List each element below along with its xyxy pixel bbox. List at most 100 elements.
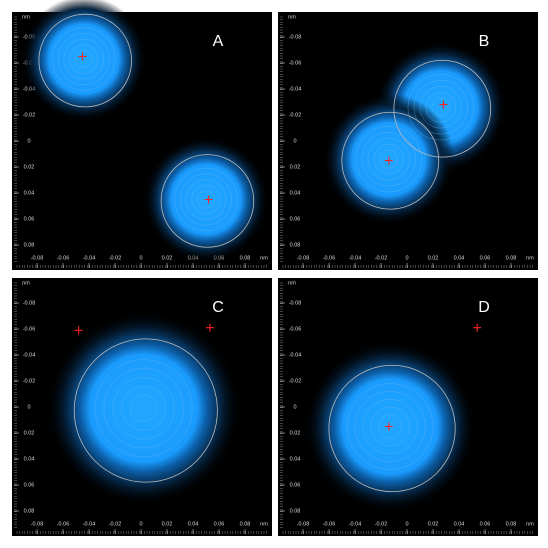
y-tick-label: -0.04 (23, 352, 36, 358)
x-tick-label: -0.08 (31, 521, 44, 527)
contour (431, 97, 451, 117)
y-tick-label: -0.08 (23, 300, 36, 306)
marker (204, 195, 213, 204)
y-tick-label: -0.08 (289, 34, 302, 40)
x-tick-label: -0.04 (349, 255, 362, 261)
contour (63, 38, 105, 80)
contour (407, 74, 474, 141)
contour (362, 398, 418, 455)
x-tick-label: -0.06 (57, 255, 70, 261)
y-tick-label: 0.02 (290, 164, 301, 170)
y-tick-label: 0 (27, 138, 30, 144)
y-tick-label: 0.02 (290, 430, 301, 436)
panel-label: C (212, 299, 224, 316)
y-unit: nm (22, 280, 30, 286)
x-unit: nm (526, 521, 534, 527)
contour (393, 59, 492, 158)
contour (197, 190, 215, 209)
y-tick-label: -0.04 (289, 352, 302, 358)
density-blob (20, 0, 147, 123)
y-tick-label: -0.02 (289, 112, 302, 118)
x-tick-label: 0.02 (162, 521, 173, 527)
contour (74, 50, 93, 68)
x-tick-label: -0.04 (83, 255, 96, 261)
contour (413, 80, 468, 135)
contour (103, 368, 184, 449)
panel: -0.08 -0.06 -0.04 -0.02 0 0.02 0.04 0.06 0.08 -0.… (278, 12, 538, 270)
x-tick-label: 0.08 (240, 521, 251, 527)
marker (473, 323, 482, 332)
y-unit: nm (288, 14, 296, 20)
x-tick-label: 0.08 (506, 521, 517, 527)
panel: -0.08 -0.06 -0.04 -0.02 0 0.02 0.04 0.06 0.08 -0.… (12, 278, 272, 536)
x-tick-label: 0.04 (454, 521, 465, 527)
x-tick-label: 0.06 (480, 521, 491, 527)
marker (205, 323, 214, 332)
marker (384, 156, 393, 165)
x-tick-label: -0.04 (83, 521, 96, 527)
panel-label: A (213, 33, 224, 50)
contour (94, 359, 193, 458)
y-tick-label: -0.02 (289, 378, 302, 384)
x-tick-label: 0.02 (428, 255, 439, 261)
x-tick-label: 0.02 (162, 255, 173, 261)
x-tick-label: -0.08 (297, 521, 310, 527)
contour (355, 126, 422, 193)
y-unit: nm (288, 280, 296, 286)
panel-label: B (479, 33, 490, 50)
contour (354, 391, 426, 462)
y-tick-label: 0 (27, 404, 30, 410)
y-tick-label: 0 (293, 404, 296, 410)
y-tick-label: 0.06 (290, 216, 301, 222)
y-tick-label: 0.04 (24, 190, 35, 196)
x-tick-label: -0.06 (323, 255, 336, 261)
y-tick-label: -0.06 (23, 326, 36, 332)
contour (52, 27, 116, 91)
contour (419, 86, 462, 129)
marker (74, 326, 83, 335)
contour (69, 44, 99, 74)
y-tick-label: -0.08 (289, 300, 302, 306)
y-tick-label: -0.02 (23, 112, 36, 118)
y-tick-label: 0 (293, 138, 296, 144)
y-tick-label: 0.04 (24, 456, 35, 462)
x-tick-label: 0.04 (454, 255, 465, 261)
panel: -0.08 -0.06 -0.04 -0.02 0 0.02 0.04 0.06 0.08 -0.… (278, 278, 538, 536)
contour (191, 184, 221, 215)
contour (121, 385, 166, 431)
y-unit: nm (22, 14, 30, 20)
contour (361, 132, 416, 187)
panel-label: D (478, 299, 490, 316)
contour (346, 383, 434, 470)
x-unit: nm (526, 255, 534, 261)
x-tick-label: 0 (139, 255, 142, 261)
x-tick-label: 0.06 (214, 521, 225, 527)
x-tick-label: 0.08 (506, 255, 517, 261)
contour (57, 33, 110, 86)
contour (174, 167, 238, 232)
contour (185, 179, 227, 220)
x-tick-label: 0 (139, 521, 142, 527)
contour (373, 144, 404, 175)
x-tick-label: -0.02 (109, 255, 122, 261)
y-tick-label: -0.06 (289, 326, 302, 332)
contour (112, 377, 175, 440)
marker (384, 422, 393, 431)
contour (38, 13, 132, 108)
x-unit: nm (260, 255, 268, 261)
y-tick-label: 0.08 (290, 508, 301, 514)
contour (328, 364, 456, 493)
x-tick-label: -0.08 (297, 255, 310, 261)
contour (367, 138, 410, 181)
panel: -0.08 -0.06 -0.04 -0.02 0 0.02 0.04 0.06 0.08 -0.… (12, 0, 272, 270)
x-unit: nm (260, 521, 268, 527)
x-tick-label: 0.06 (480, 255, 491, 261)
marker (78, 52, 87, 61)
contour (73, 338, 218, 483)
contour (370, 406, 410, 447)
x-tick-label: 0.08 (240, 255, 251, 261)
contour (160, 154, 255, 248)
contour (180, 173, 232, 226)
y-tick-label: -0.02 (23, 378, 36, 384)
x-tick-label: -0.02 (375, 521, 388, 527)
